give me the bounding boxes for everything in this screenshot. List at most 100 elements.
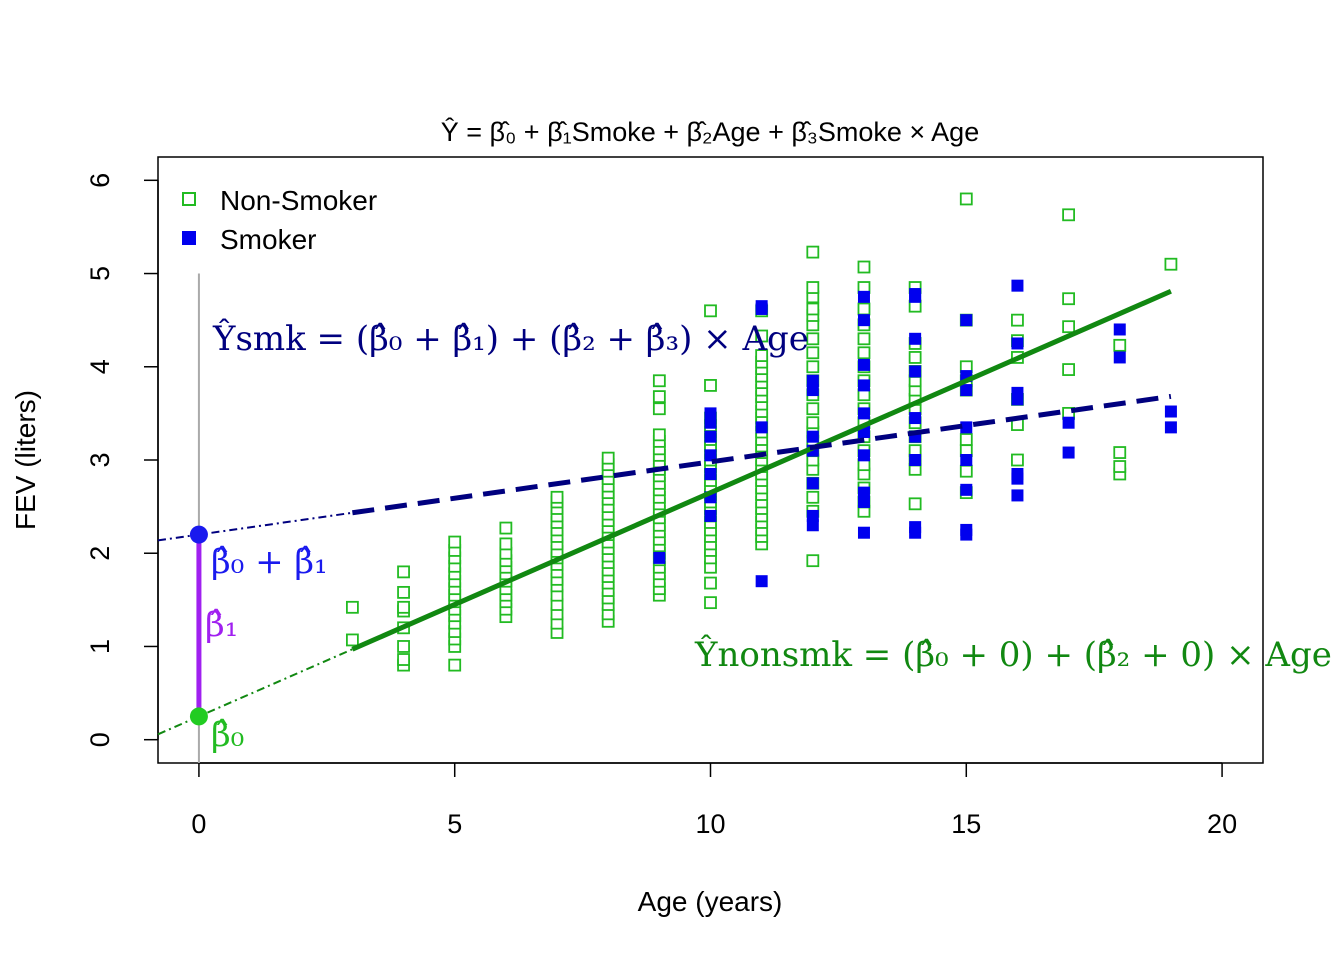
nonsmoker-point [704, 304, 717, 318]
legend: Non-Smoker Smoker [182, 185, 377, 255]
nonsmoker-point [397, 565, 410, 579]
y-tick-label: 0 [85, 732, 115, 747]
smoker-intercept-point [189, 525, 208, 544]
nonsmoker-point [857, 260, 871, 274]
smoker-point [653, 551, 666, 564]
smoker-point [704, 509, 717, 522]
x-axis: 0 5 10 15 20 [191, 762, 1237, 839]
smoker-point [857, 486, 870, 499]
x-tick-label: 15 [951, 809, 981, 839]
smoker-point [1113, 323, 1126, 336]
nonsmoker-point [397, 585, 410, 599]
nonsmoker-point [499, 537, 513, 551]
nonsmoker-point [806, 281, 820, 294]
legend-label-smoker: Smoker [220, 224, 316, 255]
nonsmoker-point [397, 653, 410, 666]
smoker-point [1113, 351, 1126, 364]
smoker-point [857, 407, 870, 420]
smoker-point [960, 314, 973, 327]
nonsmoker-point [806, 416, 820, 430]
y-tick-label: 2 [85, 546, 115, 561]
nonsmoker-point [806, 346, 820, 360]
nonsmoker-point [652, 374, 666, 388]
nonsmoker-point [908, 351, 922, 364]
nonsmoker-point [1062, 208, 1076, 222]
smoker-point [806, 374, 819, 387]
smoker-point [1062, 446, 1075, 459]
smoker-equation: Ŷsmk = (β̂₀ + β̂₁) + (β̂₂ + β̂₃) × Age [212, 318, 809, 359]
y-tick-label: 1 [85, 639, 115, 654]
smoker-point [857, 358, 870, 371]
smoker-point [704, 467, 717, 480]
nonsmoker-point [397, 600, 410, 614]
nonsmoker-point [1062, 320, 1076, 334]
nonsmoker-point [448, 535, 462, 549]
smoker-point [960, 483, 973, 496]
smoker-point [909, 332, 922, 345]
nonsmoker-point [806, 402, 820, 416]
b0-plus-b1-label: β̂₀ + β̂₁ [211, 542, 328, 582]
nonsmoker-point [345, 633, 359, 647]
legend-marker-nonsmoker [182, 192, 196, 206]
smoker-point [704, 449, 717, 462]
smoker-point [806, 477, 819, 490]
y-axis-label: FEV (liters) [10, 390, 41, 530]
nonsmoker-point [806, 302, 820, 316]
smoker-point [909, 288, 922, 301]
smoker-point [857, 379, 870, 392]
y-tick-label: 4 [85, 359, 115, 374]
smoker-point [857, 290, 870, 303]
nonsmoker-point [345, 600, 359, 614]
y-axis: 0 1 2 3 4 5 6 [85, 173, 159, 747]
nonsmoker-intercept-point [189, 707, 208, 726]
nonsmoker-extrapolation-line [157, 648, 353, 736]
smoker-point [704, 407, 717, 420]
nonsmoker-point [1113, 446, 1127, 459]
smoker-point [806, 509, 819, 522]
nonsmoker-point [704, 576, 717, 590]
nonsmoker-point [448, 658, 462, 672]
y-tick-label: 6 [85, 173, 115, 188]
nonsmoker-point [857, 332, 871, 346]
x-tick-label: 20 [1207, 809, 1237, 839]
smoker-point [1011, 279, 1024, 292]
nonsmoker-point [806, 360, 820, 374]
nonsmoker-point [652, 390, 666, 404]
smoker-point [909, 521, 922, 534]
smoker-point [909, 454, 922, 466]
x-tick-label: 0 [191, 809, 206, 839]
x-tick-label: 5 [447, 809, 462, 839]
smoker-point [1011, 489, 1024, 502]
nonsmoker-point [959, 464, 973, 478]
smoker-point [960, 384, 973, 397]
nonsmoker-point [857, 302, 871, 316]
smoker-point [1062, 416, 1075, 429]
nonsmoker-point [1011, 313, 1024, 327]
y-tick-label: 3 [85, 452, 115, 467]
nonsmoker-point [959, 433, 973, 446]
nonsmoker-point [601, 451, 615, 465]
nonsmoker-point [499, 521, 513, 535]
smoker-point [755, 300, 768, 313]
nonsmoker-point [908, 497, 922, 511]
smoker-point [1011, 467, 1024, 480]
nonsmoker-point [652, 428, 666, 442]
legend-label-nonsmoker: Non-Smoker [220, 185, 377, 216]
nonsmoker-point [1164, 257, 1178, 271]
nonsmoker-point [704, 379, 717, 392]
nonsmoker-point [755, 329, 769, 343]
smoker-point [1011, 337, 1024, 350]
smoker-extrapolation-line [157, 511, 353, 542]
nonsmoker-point [806, 332, 820, 346]
nonsmoker-point [652, 402, 666, 416]
legend-marker-smoker [182, 231, 196, 245]
smoker-point [1164, 421, 1177, 434]
nonsmoker-point [806, 490, 820, 504]
nonsmoker-point [1062, 363, 1076, 376]
smoker-fit-line [352, 393, 1172, 516]
smoker-point [960, 454, 973, 466]
smoker-point [909, 365, 922, 378]
nonsmoker-equation: Ŷnonsmk = (β̂₀ + 0) + (β̂₂ + 0) × Age [694, 634, 1332, 675]
nonsmoker-point [704, 596, 717, 610]
